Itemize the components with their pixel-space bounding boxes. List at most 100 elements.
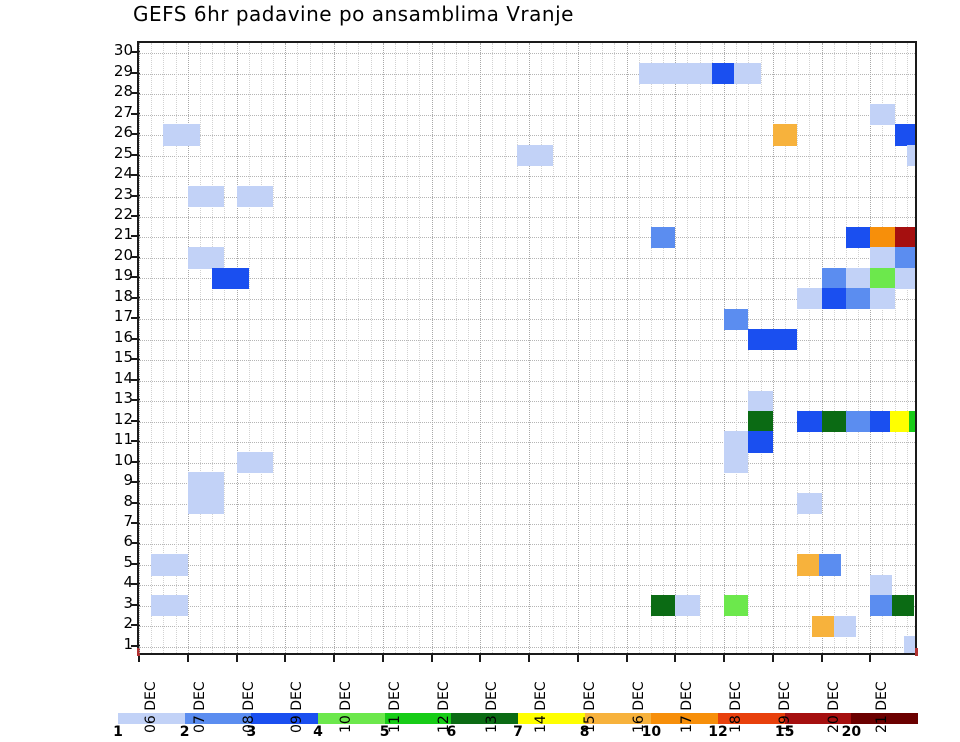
heatmap-cell [833, 615, 856, 637]
heatmap-cell [187, 247, 225, 269]
heatmap-cell [894, 226, 915, 249]
heatmap-cell [906, 144, 915, 167]
y-tick-mark [131, 481, 140, 484]
y-tick-label: 6 [123, 532, 133, 551]
y-tick-label: 13 [113, 389, 133, 408]
x-tick-mark [625, 655, 628, 662]
x-tick-mark [674, 655, 677, 662]
gridline-v-6hr [650, 43, 652, 653]
gridline-v-day [236, 43, 238, 653]
y-tick-label: 25 [113, 143, 133, 162]
heatmap-cell [187, 472, 225, 494]
colorbar-tick-label: 2 [179, 724, 190, 740]
colorbar-segment [584, 713, 652, 724]
heatmap-cell [797, 288, 822, 310]
gridline-v-6hr [894, 43, 896, 653]
gridline-h [139, 442, 915, 444]
x-tick-mark [235, 655, 238, 662]
heatmap-cell [845, 410, 871, 433]
y-tick-label: 2 [123, 614, 133, 633]
gridline-h [139, 503, 915, 505]
heatmap-cell [212, 267, 249, 289]
y-tick-mark [131, 440, 140, 443]
colorbar-segment [384, 713, 452, 724]
x-tick-label: 20 DEC [825, 681, 842, 733]
x-tick-label: 11 DEC [386, 681, 403, 733]
heatmap-cell [733, 63, 761, 85]
heatmap-cell [724, 451, 749, 474]
colorbar-segment [318, 713, 385, 724]
gridline-v-day [577, 43, 579, 653]
gridline-v-6hr [797, 43, 799, 653]
colorbar [118, 713, 919, 724]
heatmap-cell [748, 410, 773, 433]
heatmap-cell [821, 267, 846, 289]
heatmap-cell [236, 451, 274, 474]
y-tick-label: 23 [113, 184, 133, 203]
colorbar-segment [651, 713, 719, 724]
y-tick-label: 4 [123, 573, 133, 592]
gridline-v-6hr [833, 43, 835, 653]
y-tick-mark [131, 296, 140, 299]
y-tick-mark [131, 317, 140, 320]
gridline-v-6hr [516, 43, 518, 653]
gridline-h [139, 646, 915, 648]
gridline-v-6hr [553, 43, 555, 653]
y-tick-mark [131, 521, 140, 524]
gridline-v-day [285, 43, 287, 653]
gridline-v-6hr [273, 43, 275, 653]
y-tick-mark [131, 71, 140, 74]
gridline-v-6hr [845, 43, 847, 653]
heatmap-cell [870, 247, 895, 269]
x-tick-label: 21 DEC [874, 681, 891, 733]
heatmap-cell [894, 124, 915, 146]
y-tick-label: 12 [113, 409, 133, 428]
gridline-v-6hr [260, 43, 262, 653]
gridline-v-6hr [602, 43, 604, 653]
y-tick-mark [131, 358, 140, 361]
gridline-v-6hr [309, 43, 311, 653]
heatmap-cell [821, 288, 846, 310]
heatmap-cell [870, 595, 893, 617]
gridline-h [139, 114, 915, 116]
gridline-v-6hr [468, 43, 470, 653]
gridline-h [139, 73, 915, 75]
y-tick-mark [131, 542, 140, 545]
heatmap-cell [870, 574, 893, 596]
gridline-v-6hr [663, 43, 665, 653]
heatmap-cell [748, 431, 773, 453]
x-tick-label: 10 DEC [338, 681, 354, 733]
gridline-h [139, 605, 915, 607]
x-tick-mark [528, 655, 530, 662]
x-tick-mark [381, 655, 384, 662]
x-tick-label: 16 DEC [630, 681, 647, 733]
axis-origin-mark [137, 648, 140, 656]
x-tick-mark [820, 655, 823, 662]
heatmap-cell [894, 247, 915, 269]
y-tick-label: 17 [113, 307, 133, 326]
gridline-h [139, 298, 915, 300]
colorbar-segment [784, 713, 852, 724]
colorbar-segment [184, 713, 252, 724]
colorbar-tick-label: 4 [313, 724, 323, 740]
y-tick-label: 7 [123, 511, 133, 530]
y-tick-mark [131, 583, 140, 586]
heatmap-cell [870, 226, 895, 249]
heatmap-cell [870, 410, 890, 433]
y-tick-label: 20 [113, 245, 133, 264]
heatmap-cell [516, 144, 554, 167]
gridline-v-6hr [492, 43, 494, 653]
gridline-v-6hr [212, 43, 214, 653]
y-tick-label: 29 [113, 61, 133, 80]
gridline-h [139, 401, 915, 403]
heatmap-cell [675, 63, 712, 85]
heatmap-cell [163, 124, 200, 146]
x-tick-mark [333, 655, 335, 662]
gridline-v-6hr [443, 43, 445, 653]
gridline-h [139, 176, 915, 178]
gridline-v-6hr [248, 43, 250, 653]
gridline-v-6hr [541, 43, 543, 653]
gridline-v-6hr [346, 43, 348, 653]
heatmap-cell [889, 410, 910, 433]
y-tick-label: 22 [113, 204, 133, 223]
